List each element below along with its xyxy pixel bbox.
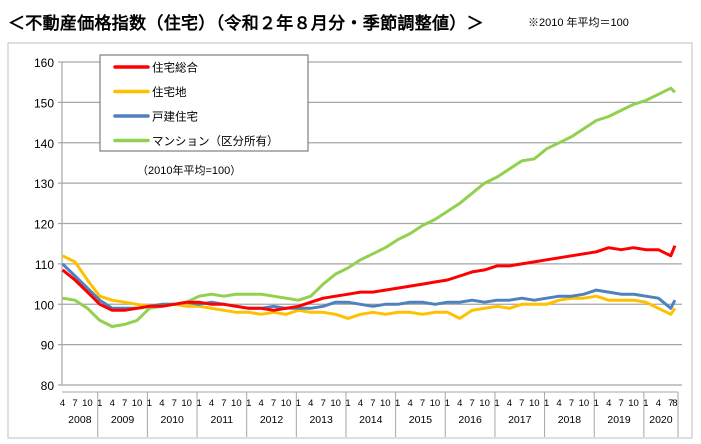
x-month-tick-label: 4 — [60, 398, 65, 409]
x-month-tick-label: 4 — [656, 398, 661, 409]
x-month-tick-label: 10 — [380, 398, 391, 409]
x-month-tick-label: 7 — [668, 398, 673, 409]
x-month-tick-label: 8 — [672, 398, 677, 409]
x-month-tick-label: 7 — [370, 398, 375, 409]
y-tick-label: 140 — [34, 137, 54, 151]
x-month-tick-label: 4 — [358, 398, 363, 409]
x-year-label: 2012 — [260, 414, 284, 426]
x-month-tick-label: 10 — [181, 398, 192, 409]
y-tick-label: 100 — [34, 298, 54, 312]
x-year-label: 2019 — [607, 414, 631, 426]
x-month-tick-label: 7 — [519, 398, 524, 409]
legend-label-1: 住宅総合 — [152, 61, 198, 75]
x-month-tick-label: 1 — [296, 398, 301, 409]
x-year-label: 2020 — [649, 414, 673, 426]
x-month-tick-label: 1 — [147, 398, 152, 409]
y-tick-label: 150 — [34, 96, 54, 110]
x-month-tick-label: 4 — [308, 398, 313, 409]
x-month-tick-label: 1 — [97, 398, 102, 409]
x-month-tick-label: 1 — [196, 398, 201, 409]
base-year-note: ※2010 年平均＝100 — [528, 17, 629, 29]
x-month-tick-label: 7 — [569, 398, 574, 409]
y-tick-label: 80 — [41, 379, 55, 393]
legend-box — [99, 54, 309, 152]
x-month-tick-label: 7 — [172, 398, 177, 409]
y-tick-label: 160 — [34, 56, 54, 70]
x-month-tick-label: 4 — [457, 398, 462, 409]
y-tick-label: 90 — [41, 339, 55, 353]
x-month-tick-label: 1 — [445, 398, 450, 409]
x-month-tick-label: 1 — [643, 398, 648, 409]
legend-label-2: 住宅地 — [152, 85, 187, 99]
x-month-tick-label: 7 — [470, 398, 475, 409]
chart-title: ＜不動産価格指数（住宅）（令和２年８月分・季節調整値）＞ — [8, 14, 484, 34]
x-month-tick-label: 7 — [321, 398, 326, 409]
x-month-tick-label: 1 — [345, 398, 350, 409]
x-year-label: 2016 — [458, 414, 482, 426]
x-month-tick-label: 4 — [209, 398, 214, 409]
x-month-tick-label: 4 — [407, 398, 412, 409]
x-month-tick-label: 1 — [594, 398, 599, 409]
series-lines — [61, 86, 677, 328]
x-month-tick-label: 1 — [544, 398, 549, 409]
x-year-label: 2013 — [309, 414, 333, 426]
x-month-tick-label: 4 — [159, 398, 164, 409]
x-year-label: 2011 — [211, 414, 234, 426]
chart-frame — [7, 42, 693, 439]
x-month-tick-label: 10 — [579, 398, 590, 409]
x-month-tick-label: 1 — [246, 398, 251, 409]
x-month-tick-label: 1 — [395, 398, 400, 409]
x-month-tick-label: 10 — [231, 398, 242, 409]
series-line-1 — [61, 245, 677, 312]
x-month-tick-label: 4 — [556, 398, 561, 409]
x-month-tick-label: 4 — [606, 398, 611, 409]
x-month-tick-label: 7 — [420, 398, 425, 409]
base-annotation: （2010年平均=100） — [137, 163, 241, 177]
x-year-label: 2015 — [409, 414, 433, 426]
x-month-tick-label: 4 — [259, 398, 264, 409]
y-tick-label: 130 — [34, 177, 54, 191]
x-month-tick-label: 10 — [281, 398, 292, 409]
x-month-tick-label: 10 — [529, 398, 540, 409]
legend-label-4: マンション（区分所有） — [152, 134, 279, 148]
x-month-tick-label: 10 — [628, 398, 639, 409]
legend-label-3: 戸建住宅 — [152, 110, 198, 124]
x-month-tick-label: 10 — [132, 398, 143, 409]
x-month-tick-label: 7 — [271, 398, 276, 409]
x-year-label: 2008 — [68, 414, 92, 426]
x-year-label: 2018 — [558, 414, 582, 426]
y-tick-label: 120 — [34, 218, 54, 232]
x-year-label: 2009 — [111, 414, 135, 426]
x-month-tick-label: 10 — [82, 398, 93, 409]
x-month-tick-label: 7 — [122, 398, 127, 409]
x-month-tick-label: 1 — [494, 398, 499, 409]
x-month-tick-label: 4 — [110, 398, 115, 409]
x-month-tick-label: 4 — [507, 398, 512, 409]
x-month-tick-label: 7 — [618, 398, 623, 409]
x-year-label: 2010 — [161, 414, 185, 426]
x-year-label: 2014 — [359, 414, 383, 426]
x-month-tick-label: 10 — [430, 398, 441, 409]
x-year-label: 2017 — [508, 414, 532, 426]
x-month-tick-label: 10 — [479, 398, 490, 409]
series-line-3 — [61, 262, 677, 310]
x-month-tick-label: 7 — [221, 398, 226, 409]
x-month-tick-label: 7 — [72, 398, 77, 409]
x-month-tick-label: 10 — [330, 398, 341, 409]
y-tick-label: 110 — [35, 258, 54, 272]
